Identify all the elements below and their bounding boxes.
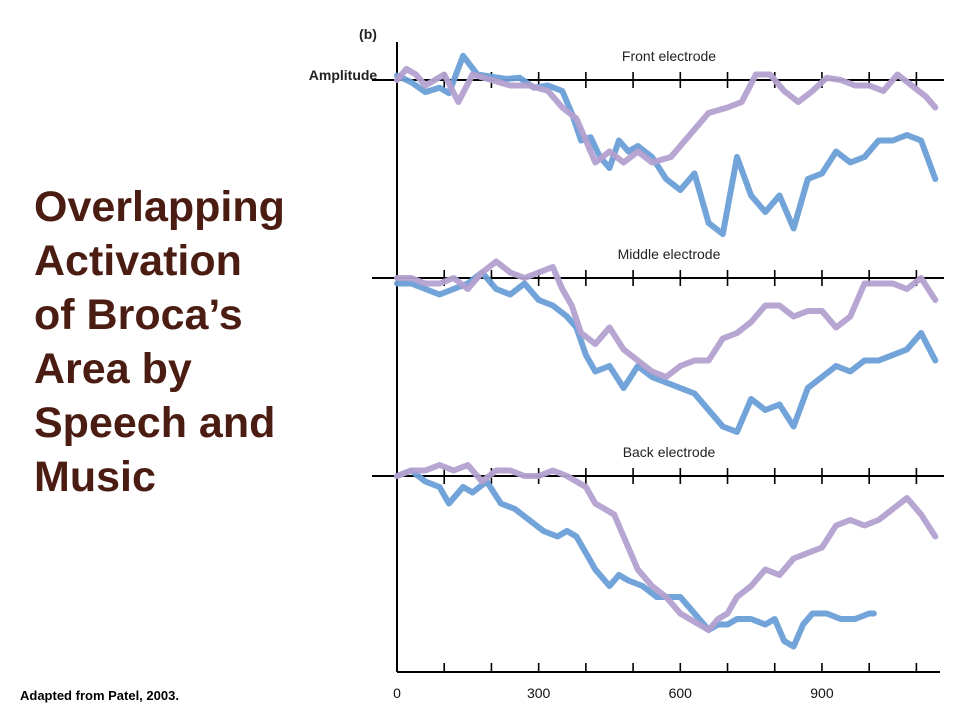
title-line: Music (34, 453, 156, 501)
source-credit: Adapted from Patel, 2003. (20, 688, 179, 703)
panel-title: Back electrode (623, 444, 716, 460)
x-tick-label: 300 (527, 685, 551, 701)
title-line: Speech and (34, 399, 276, 447)
speech-erp-line (394, 269, 939, 435)
x-tick-label: 0 (393, 685, 401, 701)
slide-title: Overlapping Activation of Broca’s Area b… (34, 180, 364, 504)
panel-title: Front electrode (622, 48, 716, 64)
panel-title: Middle electrode (618, 246, 721, 262)
title-line: Overlapping (34, 183, 285, 231)
music-erp-line (394, 66, 939, 166)
music-erp-line (394, 258, 939, 380)
music-erp-line (394, 462, 939, 633)
x-tick-label: 600 (669, 685, 693, 701)
speech-erp-line (394, 467, 877, 650)
title-line: Area by (34, 345, 192, 393)
title-line: of Broca’s (34, 291, 243, 339)
x-tick-label: 900 (810, 685, 834, 701)
title-line: Activation (34, 237, 242, 285)
y-axis-label: Amplitude (309, 67, 378, 83)
panel-label: (b) (359, 26, 377, 42)
